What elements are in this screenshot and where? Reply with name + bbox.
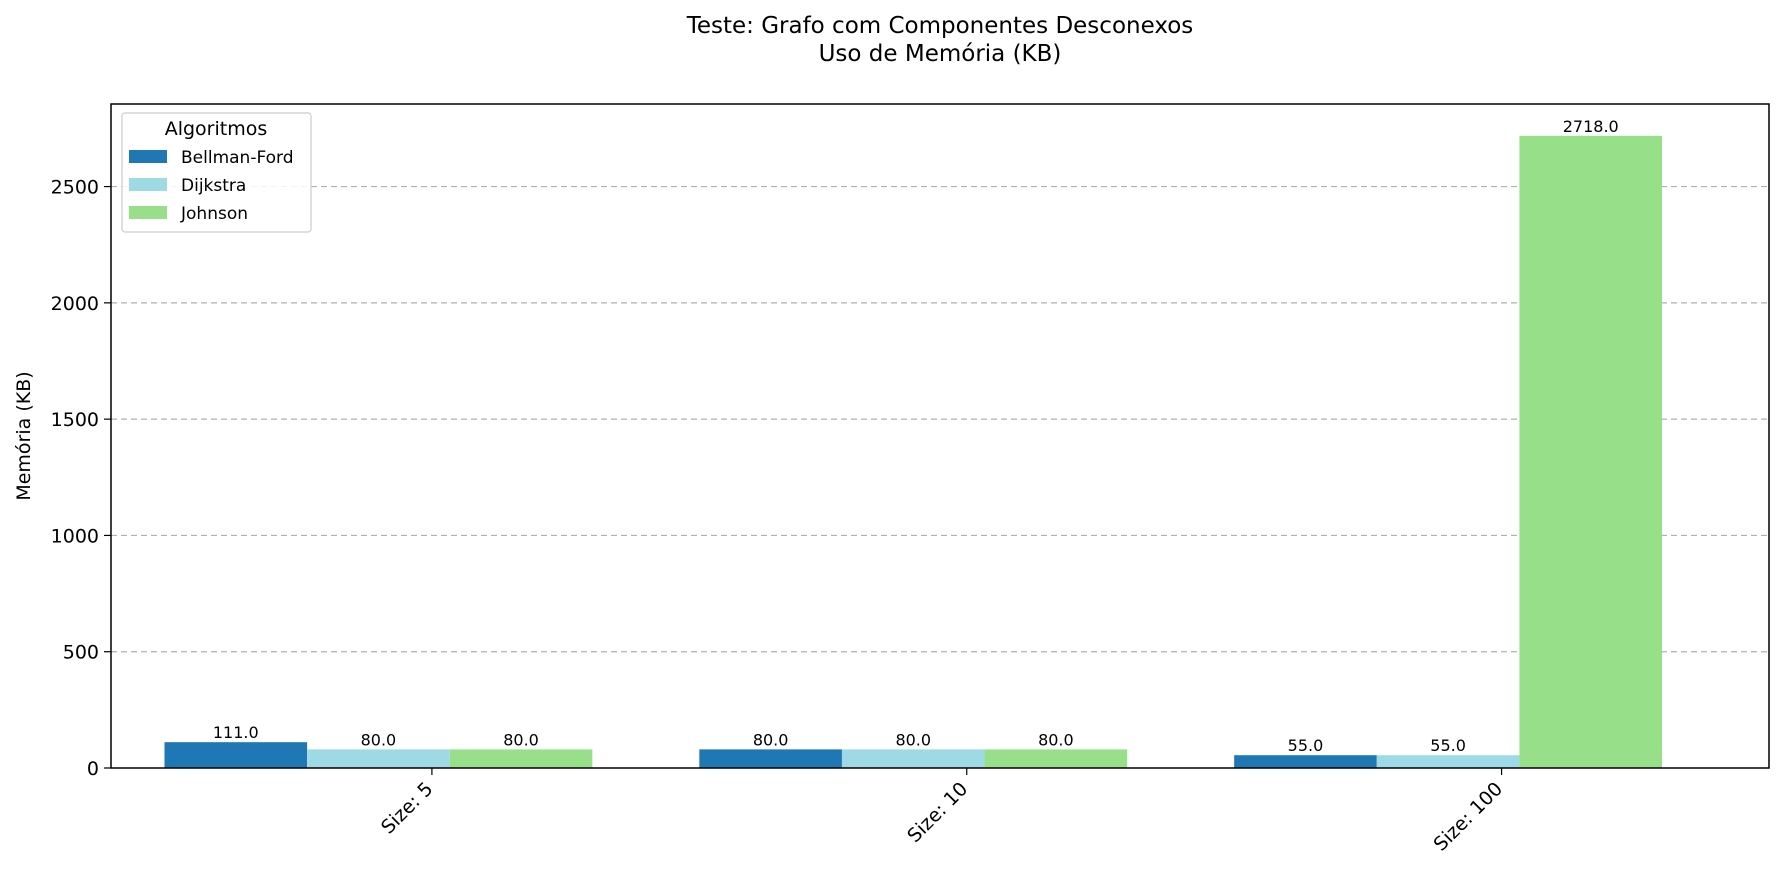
bar-value-label: 2718.0 [1563, 117, 1619, 136]
y-tick-label: 2000 [51, 293, 99, 315]
x-tick-label: Size: 5 [377, 778, 437, 838]
bar-value-label: 111.0 [213, 723, 259, 742]
bar-dijkstra [1376, 755, 1520, 768]
y-axis-ticks: 0 500 1000 1500 2000 2500 [51, 177, 111, 780]
grid-lines [111, 185, 1769, 653]
y-tick-label: 2500 [51, 177, 99, 199]
y-tick-label: 500 [63, 642, 99, 664]
bar-value-label: 80.0 [895, 730, 931, 749]
bar-value-label: 80.0 [1038, 730, 1074, 749]
bar-dijkstra [307, 749, 450, 768]
bars [164, 135, 1663, 769]
bar-dijkstra [841, 749, 985, 768]
legend-entry-label: Bellman-Ford [181, 148, 294, 168]
x-tick-label: Size: 10 [903, 778, 972, 847]
legend-entry-label: Dijkstra [181, 176, 246, 196]
legend-swatch [129, 178, 167, 191]
bar-bellman-ford [699, 749, 842, 768]
legend-box [121, 112, 312, 233]
x-tick-label: Size: 100 [1430, 778, 1508, 856]
bar-value-label: 80.0 [503, 730, 539, 749]
y-tick-label: 0 [87, 758, 99, 780]
chart-subtitle: Uso de Memória (KB) [819, 41, 1062, 67]
bar-value-label: 80.0 [753, 730, 789, 749]
x-axis-ticks: Size: 5 Size: 10 Size: 100 [377, 768, 1507, 856]
bar-bellman-ford [1234, 755, 1377, 768]
legend: Algoritmos Bellman-Ford Dijkstra Johnson [121, 112, 312, 233]
legend-swatch [129, 150, 167, 163]
legend-entry-label: Johnson [180, 204, 248, 224]
bar-johnson [984, 749, 1128, 768]
y-tick-label: 1500 [51, 409, 99, 431]
chart-title: Teste: Grafo com Componentes Desconexos [686, 13, 1194, 39]
y-axis-label: Memória (KB) [13, 371, 35, 500]
bar-johnson [1519, 135, 1663, 769]
bar-value-labels: 111.0 80.0 55.0 80.0 80.0 55.0 80.0 80.0 2718.0 [213, 117, 1619, 755]
bar-bellman-ford [164, 742, 308, 768]
y-tick-label: 1000 [51, 525, 99, 547]
bar-value-label: 80.0 [361, 730, 397, 749]
bar-value-label: 55.0 [1430, 736, 1466, 755]
legend-title: Algoritmos [165, 118, 268, 140]
legend-swatch [129, 206, 167, 219]
bar-value-label: 55.0 [1288, 736, 1324, 755]
bar-johnson [449, 749, 593, 768]
plot-frame [110, 103, 1770, 769]
